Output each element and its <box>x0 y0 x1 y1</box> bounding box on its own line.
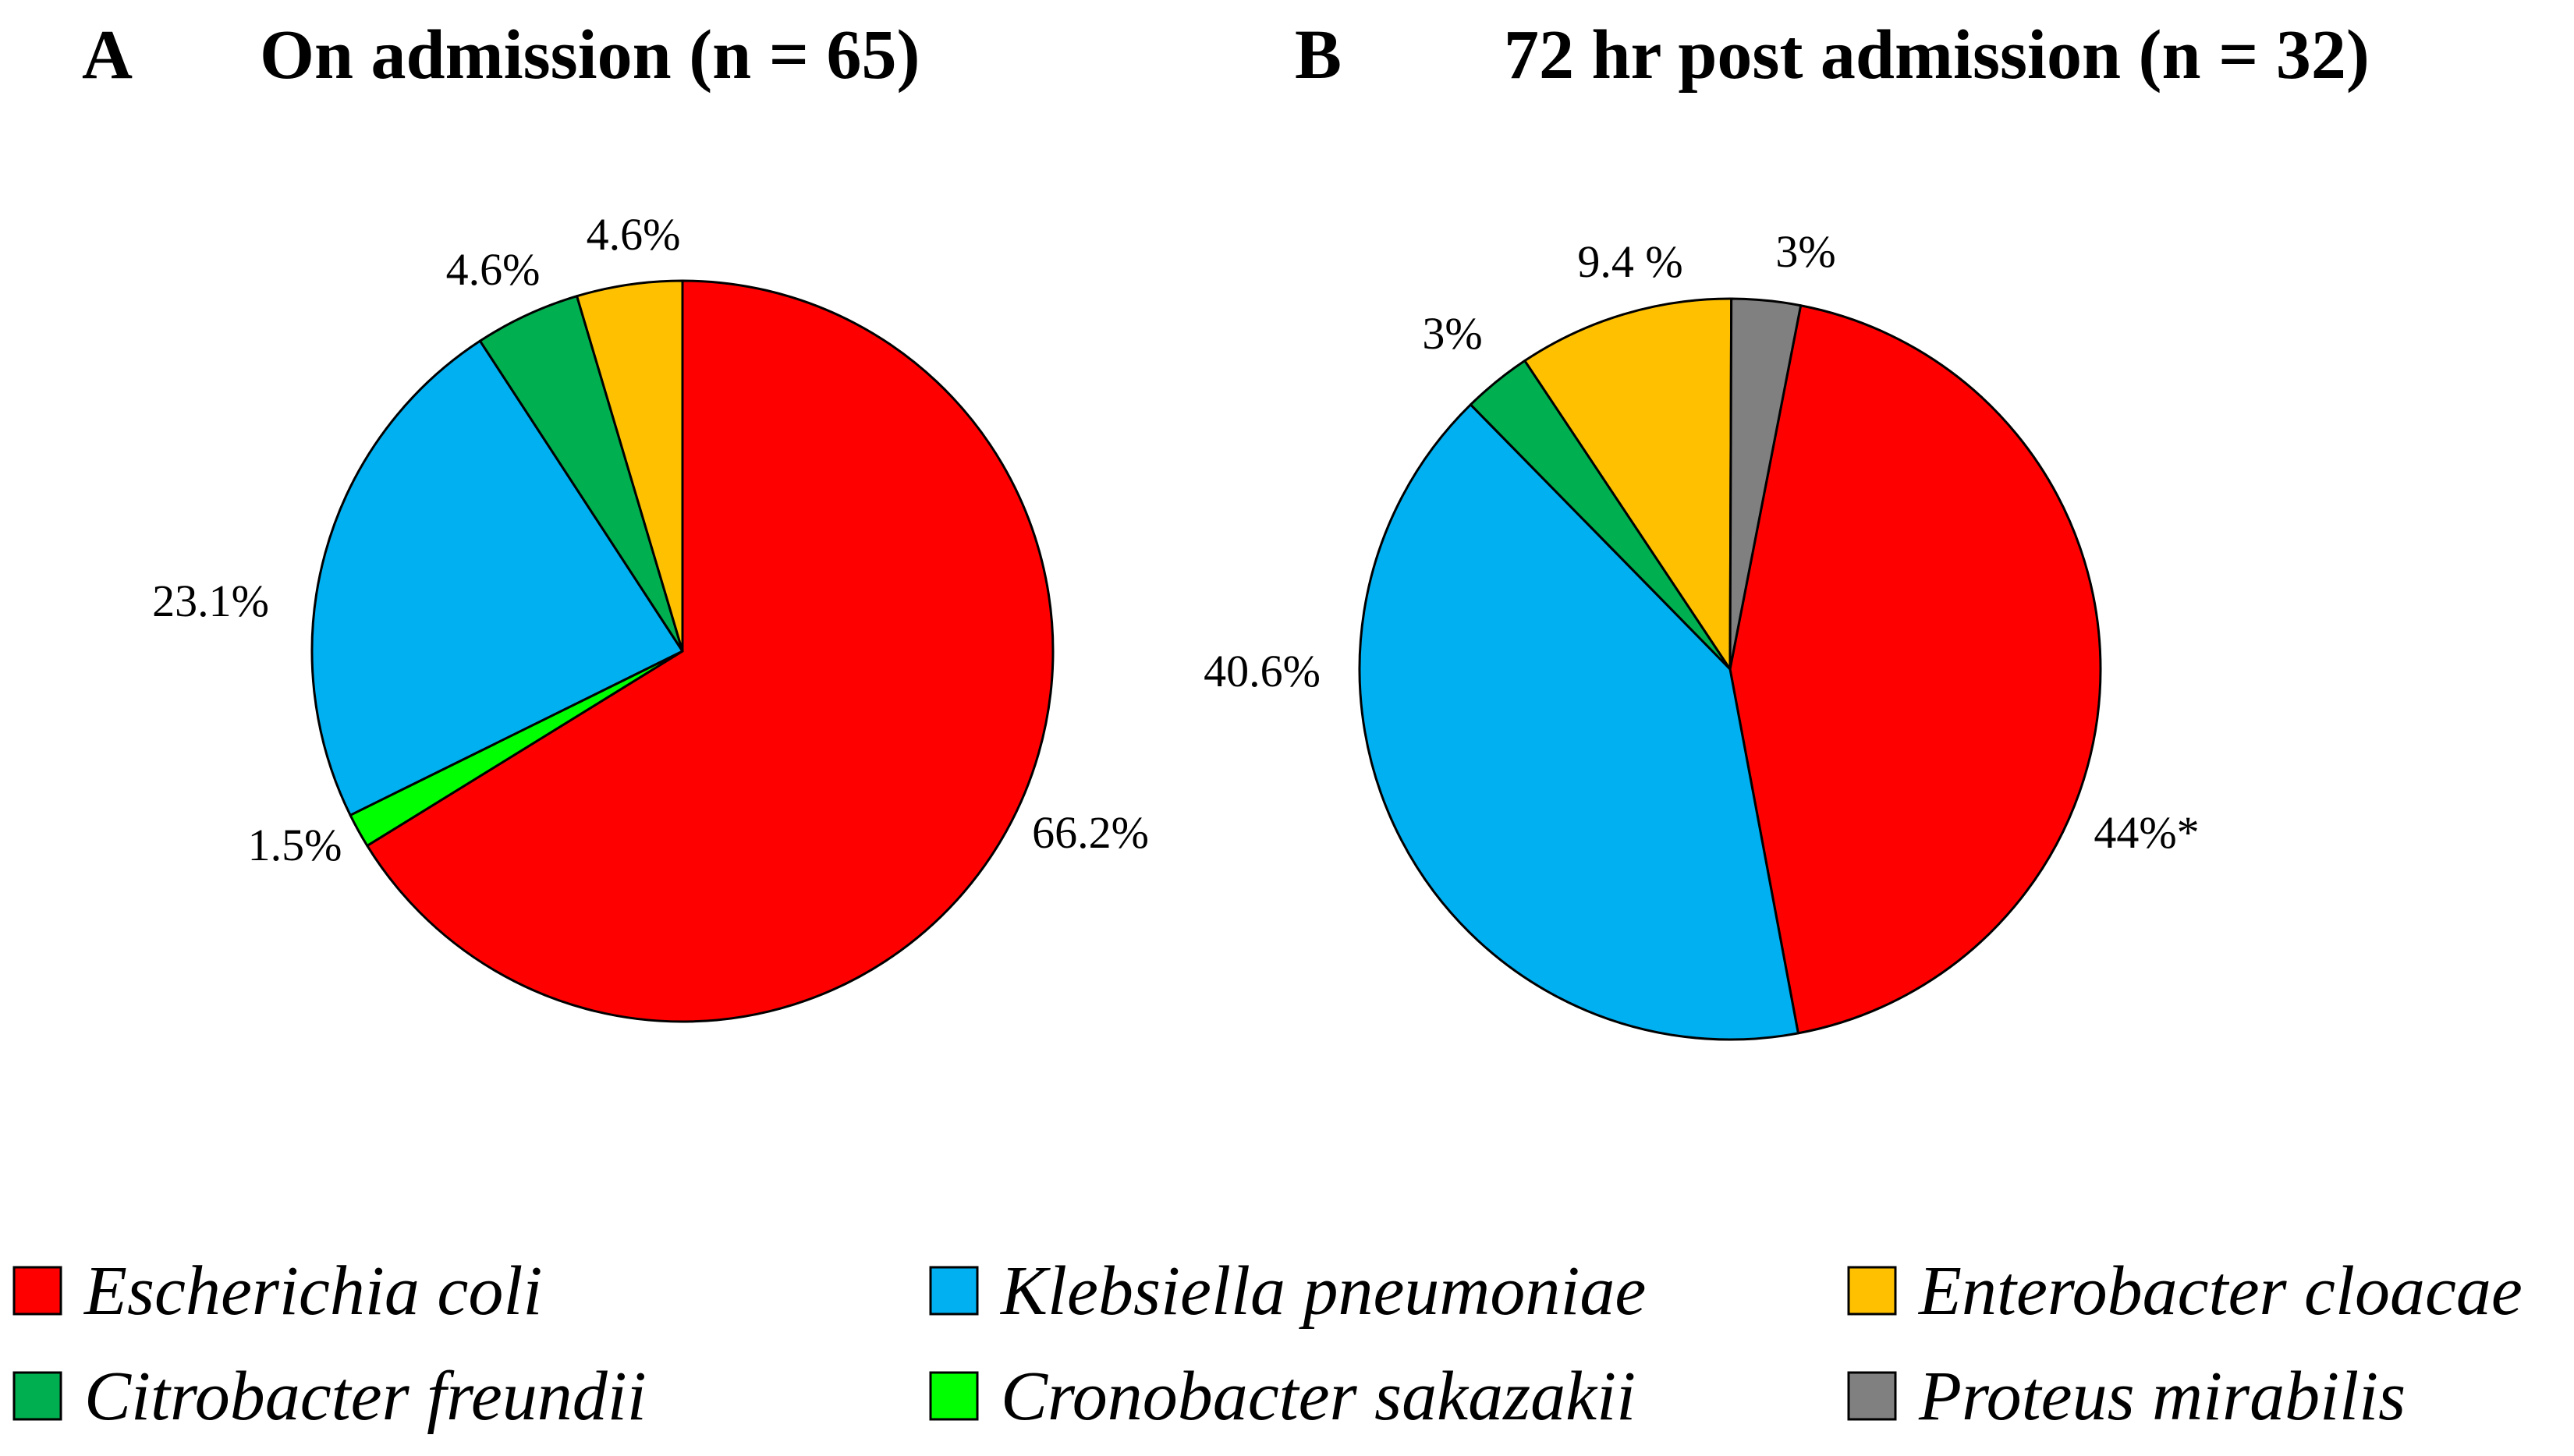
legend-item-enterobacter-cloacae: Enterobacter cloacae <box>1847 1252 2523 1330</box>
legend-swatch <box>929 1266 979 1316</box>
slice-label-klebsiella-pneumoniae: 40.6% <box>1204 646 1321 696</box>
slice-label-citrobacter-freundii: 4.6% <box>446 244 541 295</box>
legend-item-escherichia-coli: Escherichia coli <box>12 1252 542 1330</box>
pie-slice-klebsiella-pneumoniae <box>1358 403 1799 1041</box>
pie-slice-escherichia-coli <box>1728 304 2102 1035</box>
legend-swatch <box>1847 1266 1897 1316</box>
legend-label: Escherichia coli <box>83 1252 542 1330</box>
pie-slice-enterobacter-cloacae <box>576 279 684 653</box>
pie-slice-klebsiella-pneumoniae <box>310 339 684 817</box>
pie-chart-admission: 66.2% 1.5% 23.1% 4.6% 4.6% <box>152 209 1149 1023</box>
legend-item-cronobacter-sakazakii: Cronobacter sakazakii <box>929 1358 1636 1435</box>
slice-label-escherichia-coli: 66.2% <box>1032 807 1149 858</box>
slice-label-proteus-mirabilis: 3% <box>1775 226 1835 277</box>
panel-a-title: On admission (n = 65) <box>260 16 920 94</box>
legend-label: Enterobacter cloacae <box>1917 1252 2523 1330</box>
legend-swatch <box>12 1371 62 1421</box>
legend-swatch <box>929 1371 979 1421</box>
pie-slice-escherichia-coli <box>366 279 1055 1023</box>
panel-b-title: 72 hr post admission (n = 32) <box>1504 16 2370 94</box>
legend-swatch <box>1847 1371 1897 1421</box>
slice-label-citrobacter-freundii: 3% <box>1422 308 1482 359</box>
legend-item-citrobacter-freundii: Citrobacter freundii <box>12 1358 647 1435</box>
panel-a-letter: A <box>82 16 133 94</box>
slice-label-enterobacter-cloacae: 4.6% <box>587 209 681 260</box>
slice-label-klebsiella-pneumoniae: 23.1% <box>152 576 269 626</box>
pie-chart-72hr: 44%* 40.6% 3% 9.4 % 3% <box>1204 226 2200 1041</box>
legend-label: Cronobacter sakazakii <box>1001 1358 1636 1435</box>
legend-label: Proteus mirabilis <box>1918 1358 2406 1435</box>
pie-slice-proteus-mirabilis <box>1728 297 1803 671</box>
slice-label-escherichia-coli: 44%* <box>2094 807 2199 858</box>
legend-label: Citrobacter freundii <box>84 1358 647 1435</box>
legend-label: Klebsiella pneumoniae <box>999 1252 1646 1330</box>
legend-item-proteus-mirabilis: Proteus mirabilis <box>1847 1358 2406 1435</box>
legend-item-klebsiella-pneumoniae: Klebsiella pneumoniae <box>929 1252 1646 1330</box>
legend-swatch <box>12 1266 62 1316</box>
slice-label-cronobacter-sakazakii: 1.5% <box>248 820 342 870</box>
legend: Escherichia coli Klebsiella pneumoniae E… <box>12 1252 2523 1435</box>
pie-slice-enterobacter-cloacae <box>1523 297 1733 671</box>
slice-label-enterobacter-cloacae: 9.4 % <box>1577 236 1682 287</box>
panel-b-letter: B <box>1295 16 1342 94</box>
